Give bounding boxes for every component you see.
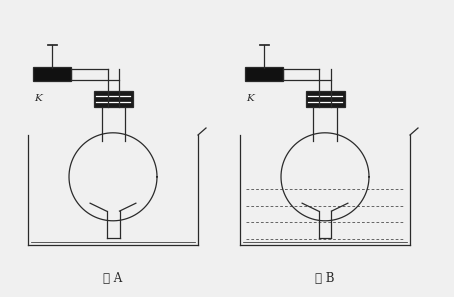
FancyBboxPatch shape [94,91,133,107]
Text: 图 A: 图 A [104,272,123,285]
Text: 图 B: 图 B [315,272,335,285]
Text: K: K [34,94,42,103]
Text: K: K [246,94,254,103]
FancyBboxPatch shape [33,67,71,81]
FancyBboxPatch shape [245,67,283,81]
FancyBboxPatch shape [306,91,345,107]
